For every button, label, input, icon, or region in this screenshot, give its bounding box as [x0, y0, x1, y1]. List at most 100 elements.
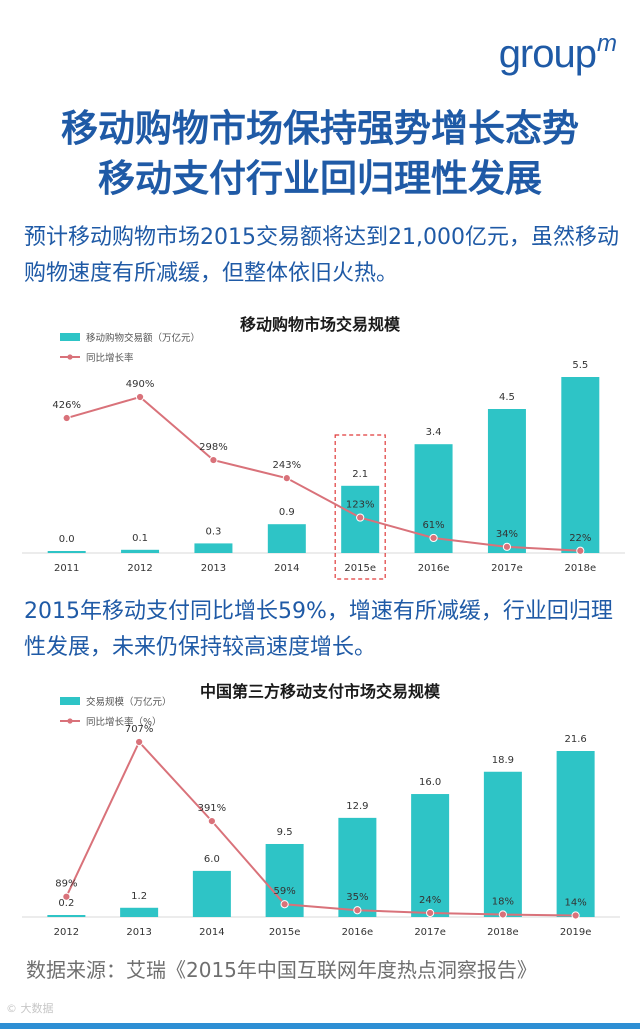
growth-rate-label: 123%: [346, 500, 375, 511]
bar-value-label: 18.9: [492, 755, 514, 766]
bar-2012: [121, 549, 160, 553]
bar-2012: [47, 915, 86, 917]
x-tick-label: 2016e: [418, 563, 450, 574]
bar-value-label: 21.6: [564, 734, 586, 745]
legend-label-bar: 移动购物交易额（万亿元）: [86, 332, 200, 344]
growth-rate-point: [356, 513, 365, 522]
groupm-logo: groupm: [498, 30, 617, 77]
bar-value-label: 0.1: [132, 533, 148, 544]
page-headline: 移动购物市场保持强势增长态势 移动支付行业回归理性发展: [0, 104, 640, 204]
bar-2017e: [487, 409, 526, 553]
x-tick-label: 2015e: [269, 927, 301, 938]
bar-2013: [194, 543, 233, 553]
x-tick-label: 2012: [127, 563, 152, 574]
growth-rate-label: 298%: [199, 442, 228, 453]
growth-rate-point: [209, 455, 218, 465]
bar-2018e: [561, 377, 600, 553]
growth-rate-label: 18%: [492, 896, 514, 907]
bar-value-label: 0.9: [279, 507, 295, 518]
growth-rate-label: 22%: [569, 533, 591, 544]
growth-rate-label: 24%: [419, 895, 441, 906]
growth-rate-label: 707%: [125, 724, 154, 735]
bar-value-label: 3.4: [426, 427, 442, 438]
growth-rate-line: [66, 395, 581, 552]
bar-2016e: [338, 817, 377, 917]
growth-rate-label: 89%: [55, 879, 77, 890]
bar-value-label: 0.3: [205, 526, 221, 537]
x-tick-label: 2013: [201, 563, 226, 574]
growth-rate-point: [429, 533, 438, 543]
growth-rate-point: [571, 911, 580, 920]
growth-rate-label: 59%: [274, 886, 296, 897]
growth-rate-label: 391%: [198, 803, 227, 814]
legend-label-line: 同比增长率: [86, 352, 134, 364]
legend-marker-line: [67, 354, 73, 360]
x-tick-label: 2013: [126, 927, 151, 938]
growth-rate-label: 490%: [126, 379, 155, 390]
x-tick-label: 2012: [54, 927, 79, 938]
growth-rate-label: 61%: [422, 520, 444, 531]
headline-line-2: 移动支付行业回归理性发展: [98, 157, 542, 200]
x-tick-label: 2016e: [342, 927, 374, 938]
watermark: © 大数据: [6, 1002, 54, 1015]
x-tick-label: 2018e: [487, 927, 519, 938]
growth-rate-point: [502, 542, 512, 551]
bottom-bar: [0, 1023, 640, 1029]
growth-rate-line: [65, 740, 576, 917]
x-tick-label: 2018e: [565, 563, 597, 574]
legend-swatch-bar: [60, 697, 80, 705]
chart-title: 移动购物市场交易规模: [240, 315, 401, 334]
bar-2018e: [483, 771, 522, 917]
bar-value-label: 1.2: [131, 891, 147, 902]
bar-value-label: 2.1: [352, 469, 368, 480]
bar-2014: [192, 870, 231, 917]
bar-value-label: 4.5: [499, 392, 515, 403]
bar-2019e: [556, 751, 595, 917]
bar-2011: [47, 551, 86, 553]
growth-rate-point: [576, 546, 585, 555]
headline-line-1: 移动购物市场保持强势增长态势: [61, 107, 579, 150]
growth-rate-point: [353, 906, 362, 915]
growth-rate-label: 35%: [346, 892, 368, 903]
legend-label-bar: 交易规模（万亿元）: [86, 696, 172, 708]
growth-rate-point: [280, 900, 289, 909]
growth-rate-point: [135, 392, 145, 402]
bar-value-label: 6.0: [204, 854, 220, 865]
logo-text: group: [498, 32, 597, 76]
bar-2017e: [411, 794, 450, 917]
highlight-box-2015e: [334, 434, 386, 580]
data-source-note: 数据来源：艾瑞《2015年中国互联网年度热点洞察报告》: [26, 958, 537, 982]
growth-rate-label: 426%: [52, 400, 81, 411]
growth-rate-point: [282, 474, 291, 483]
legend-label-line: 同比增长率（%）: [86, 716, 162, 728]
paragraph-mobile-shopping: 预计移动购物市场2015交易额将达到21,000亿元，虽然移动购物速度有所减缓，…: [24, 225, 619, 286]
chart-title: 中国第三方移动支付市场交易规模: [200, 682, 441, 701]
growth-rate-point: [498, 910, 507, 919]
growth-rate-point: [62, 892, 71, 901]
growth-rate-point: [135, 737, 144, 747]
legend-marker-line: [67, 718, 73, 724]
growth-rate-label: 14%: [565, 897, 587, 908]
logo-superscript: m: [597, 30, 617, 57]
x-tick-label: 2017e: [491, 563, 523, 574]
bar-2013: [120, 907, 159, 917]
growth-rate-label: 34%: [496, 529, 518, 540]
x-tick-label: 2017e: [414, 927, 446, 938]
legend-swatch-bar: [60, 333, 80, 341]
x-tick-label: 2014: [274, 563, 299, 574]
x-tick-label: 2015e: [344, 563, 376, 574]
growth-rate-label: 243%: [273, 460, 302, 471]
growth-rate-point: [207, 817, 216, 826]
bar-value-label: 0.0: [59, 534, 75, 545]
bar-2014: [267, 524, 306, 553]
growth-rate-point: [426, 908, 435, 918]
bar-value-label: 5.5: [572, 360, 588, 371]
bar-value-label: 0.2: [58, 898, 74, 909]
x-tick-label: 2011: [54, 563, 79, 574]
bar-value-label: 16.0: [419, 777, 441, 788]
x-tick-label: 2019e: [560, 927, 592, 938]
bar-value-label: 9.5: [277, 827, 293, 838]
growth-rate-point: [62, 413, 71, 423]
